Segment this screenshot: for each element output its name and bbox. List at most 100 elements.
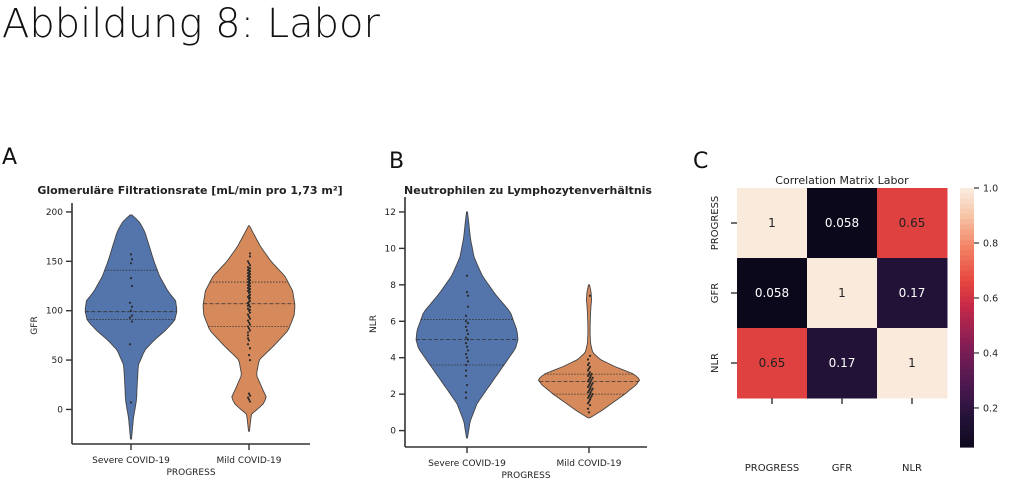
- y-tick-label: 150: [46, 257, 63, 267]
- colorbar-segment: [960, 219, 974, 225]
- data-point: [130, 284, 134, 288]
- data-point: [247, 262, 251, 265]
- data-point: [129, 262, 133, 265]
- data-point: [589, 391, 592, 394]
- colorbar-segment: [960, 415, 974, 422]
- data-point: [586, 363, 590, 367]
- data-point: [247, 321, 251, 324]
- data-point: [586, 374, 590, 378]
- colorbar-segment: [960, 374, 974, 381]
- data-point: [248, 290, 252, 294]
- data-point: [588, 354, 592, 357]
- data-point: [587, 373, 591, 376]
- y-tick-label: 8: [390, 281, 396, 291]
- data-point: [248, 400, 252, 403]
- y-tick-label: 50: [52, 356, 64, 366]
- data-point: [130, 258, 134, 261]
- colorbar-segment: [960, 436, 974, 443]
- colorbar-segment: [960, 260, 974, 267]
- data-point: [130, 305, 134, 308]
- data-point: [128, 316, 132, 319]
- data-point: [248, 305, 252, 308]
- panel-label-a: A: [2, 145, 18, 170]
- colorbar-segment: [960, 270, 974, 277]
- data-point: [248, 255, 252, 258]
- colorbar-segment: [960, 250, 974, 256]
- y-tick-label: 12: [385, 208, 396, 218]
- colorbar-segment: [960, 286, 974, 293]
- colorbar-segment: [960, 421, 974, 427]
- colorbar-segment: [960, 224, 974, 231]
- data-point: [248, 329, 252, 332]
- data-point: [590, 373, 593, 376]
- data-point: [466, 338, 470, 341]
- data-point: [246, 313, 250, 316]
- data-point: [587, 411, 591, 414]
- data-point: [128, 343, 132, 346]
- heatmap-cell: [877, 328, 948, 399]
- data-point: [246, 337, 250, 340]
- colorbar-segment: [960, 213, 974, 220]
- colorbar-segment: [960, 364, 974, 370]
- heatmap-col-label: NLR: [902, 463, 922, 474]
- data-point: [248, 284, 252, 288]
- data-point: [586, 391, 590, 394]
- colorbar-segment: [960, 379, 974, 386]
- colorbar-segment: [960, 229, 974, 236]
- data-point: [466, 360, 470, 363]
- figure-title: Abbildung 8: Labor: [2, 1, 380, 47]
- y-tick-label: 4: [390, 354, 396, 364]
- data-point: [464, 369, 468, 372]
- chart-title: Glomeruläre Filtrationsrate [mL/min pro …: [37, 184, 342, 197]
- data-point: [586, 385, 590, 388]
- data-point: [591, 393, 594, 396]
- data-point: [586, 396, 590, 399]
- colorbar-tick-label: 0.2: [983, 403, 998, 414]
- colorbar-segment: [960, 390, 974, 396]
- gfr-violin-chart: Glomeruläre Filtrationsrate [mL/min pro …: [30, 184, 343, 478]
- data-point: [588, 393, 592, 396]
- data-point: [246, 396, 250, 399]
- heatmap-row-label: NLR: [710, 353, 721, 373]
- data-point: [465, 291, 469, 294]
- colorbar-segment: [960, 358, 974, 365]
- data-point: [248, 347, 252, 350]
- y-tick-label: 200: [46, 208, 63, 218]
- data-point: [586, 369, 590, 372]
- data-point: [464, 374, 468, 378]
- data-point: [247, 339, 251, 342]
- colorbar-segment: [960, 276, 974, 282]
- y-tick-label: 2: [390, 390, 396, 400]
- heatmap-cell-label: 1: [768, 216, 776, 230]
- data-point: [248, 308, 252, 311]
- data-point: [587, 362, 591, 365]
- data-point: [590, 389, 593, 392]
- colorbar-segment: [960, 301, 974, 308]
- colorbar-segment: [960, 333, 974, 339]
- data-point: [248, 323, 252, 326]
- data-point: [247, 354, 251, 357]
- data-point: [248, 264, 252, 267]
- heatmap-cell-label: 1: [908, 356, 916, 370]
- colorbar-segment: [960, 234, 974, 241]
- violin-body: [537, 284, 641, 419]
- chart-title: Neutrophilen zu Lymphozytenverhältnis: [404, 184, 652, 197]
- colorbar-segment: [960, 281, 974, 288]
- heatmap-col-label: GFR: [832, 463, 853, 474]
- data-point: [465, 274, 469, 277]
- data-point: [130, 314, 134, 317]
- colorbar-tick-label: 0.8: [983, 238, 998, 249]
- panel-label-b: B: [389, 149, 405, 174]
- data-point: [589, 374, 592, 378]
- data-point: [587, 367, 591, 370]
- colorbar-tick-label: 1.0: [983, 184, 998, 195]
- data-point: [248, 270, 252, 273]
- data-point: [247, 315, 251, 318]
- data-point: [464, 396, 468, 399]
- data-point: [588, 371, 592, 374]
- y-tick-label: 6: [390, 317, 396, 327]
- data-point: [246, 331, 250, 334]
- colorbar-segment: [960, 296, 974, 303]
- heatmap-title: Correlation Matrix Labor: [775, 174, 909, 187]
- colorbar-segment: [960, 208, 974, 215]
